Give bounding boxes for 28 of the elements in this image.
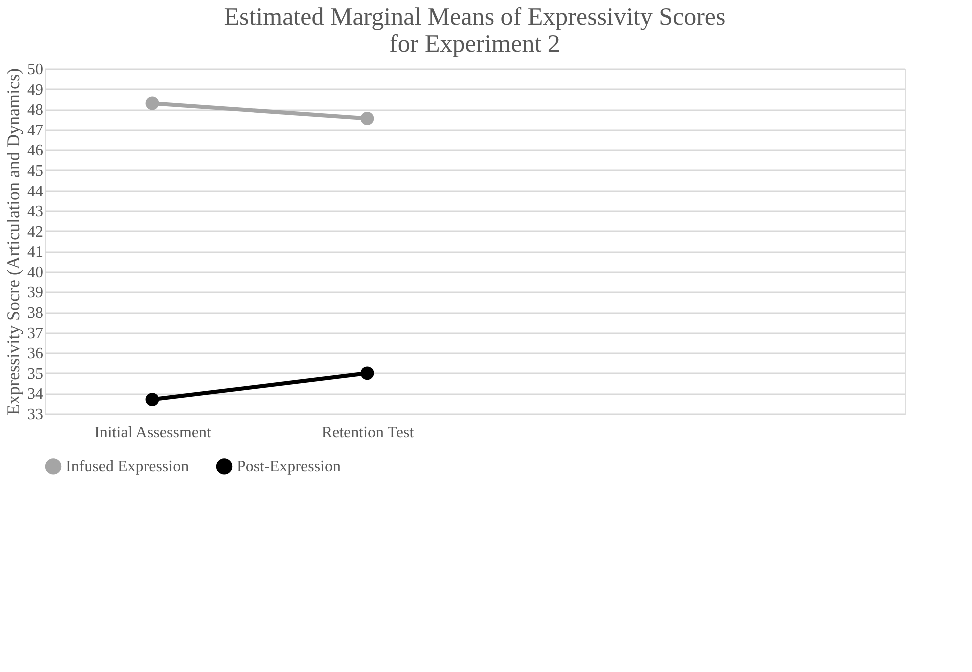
y-tick-label: 48 [28,102,44,120]
legend-label: Post-Expression [237,458,341,476]
y-tick-label: 44 [28,183,44,200]
y-tick-label: 43 [28,204,44,221]
y-tick-label: 49 [28,82,44,99]
y-tick-label: 33 [28,406,44,424]
legend-label: Infused Expression [66,458,190,476]
x-tick-label: Retention Test [322,424,415,442]
x-tick-label: Initial Assessment [94,424,212,442]
y-tick-label: 40 [28,264,44,282]
y-tick-label: 39 [28,284,44,302]
y-tick-label: 46 [28,142,44,160]
y-tick-label: 38 [28,305,44,322]
y-tick-label: 34 [28,386,44,404]
point [360,366,374,380]
y-tick-label: 45 [28,162,44,180]
y-tick-label: 41 [28,244,44,262]
y-tick-label: 35 [28,366,44,383]
y-tick-label: 36 [28,346,44,363]
point [146,96,160,110]
y-tick-label: 50 [28,62,44,78]
y-tick-label: 37 [28,325,44,342]
chart-title: Estimated Marginal Means of Expressivity Scores for Experiment 2 [224,4,726,58]
y-tick-label: 42 [28,224,44,241]
y-tick-label: 47 [28,122,44,140]
y-axis-title: Expressivity Socre (Articulation and Dynamics) [4,68,24,416]
point [360,112,374,126]
point [146,393,160,406]
